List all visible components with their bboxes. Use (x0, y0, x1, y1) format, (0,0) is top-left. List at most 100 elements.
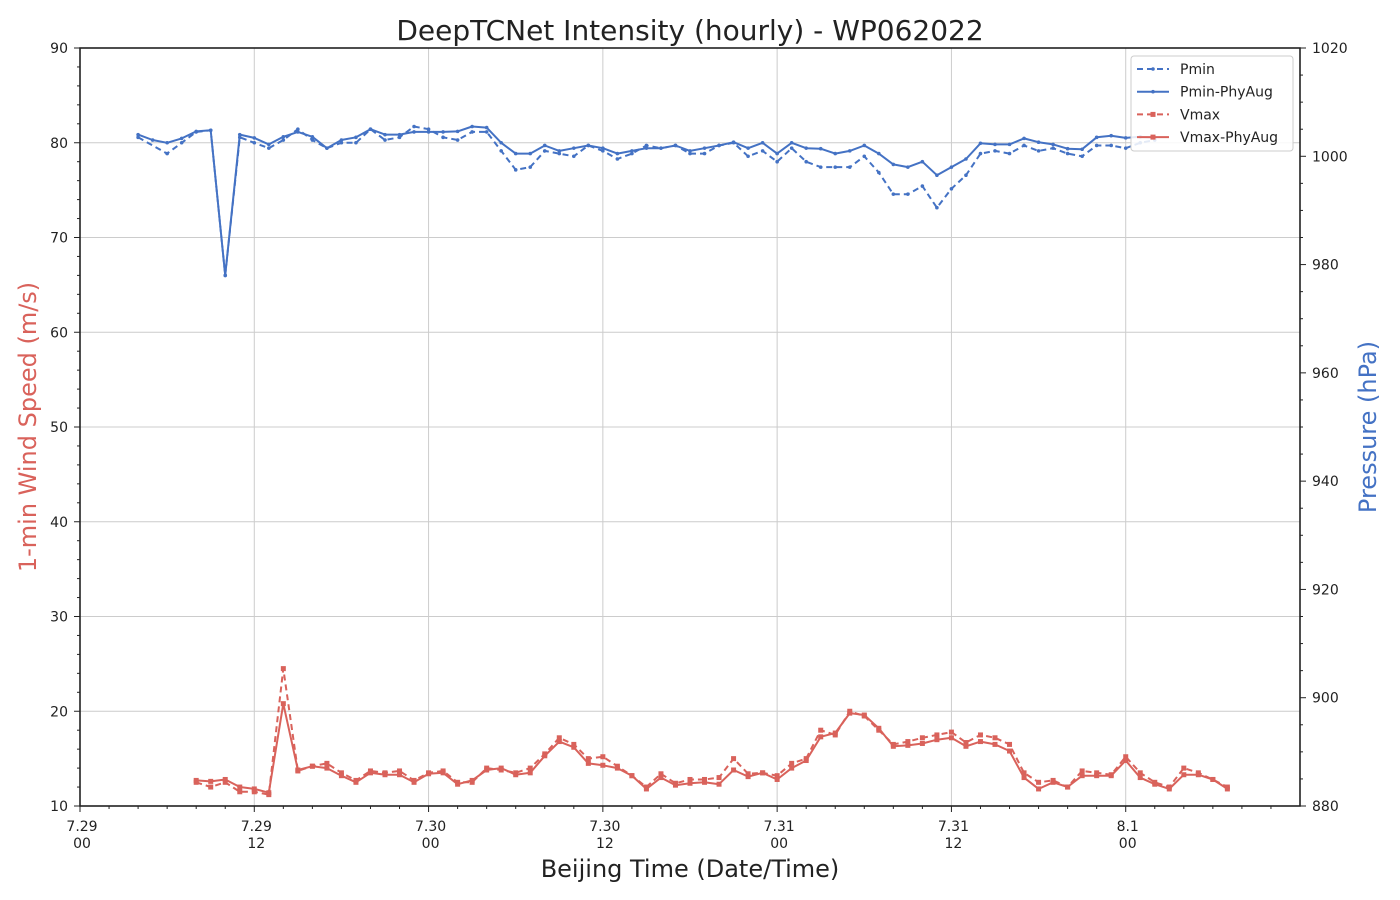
x-tick-label-date: 7.30 (415, 819, 446, 835)
data-point-vmax-phyaug (440, 770, 446, 776)
data-point-pmin-phyaug (252, 136, 257, 140)
data-point-pmin (310, 138, 315, 142)
data-point-vmax (818, 727, 824, 733)
data-point-pmin (964, 173, 968, 178)
data-point-vmax (1094, 770, 1100, 776)
data-point-pmin-phyaug (296, 130, 300, 134)
data-point-pmin (136, 135, 140, 140)
data-point-vmax-phyaug (934, 737, 940, 743)
data-point-vmax-phyaug (1137, 775, 1143, 781)
data-point-vmax-phyaug (789, 765, 795, 771)
data-point-vmax-phyaug (1007, 748, 1013, 754)
data-point-vmax (774, 773, 780, 779)
data-point-pmin-phyaug (891, 162, 896, 167)
data-point-vmax-phyaug (295, 767, 301, 773)
y-left-tick-label: 80 (50, 136, 68, 152)
data-point-vmax-phyaug (643, 786, 649, 792)
data-point-pmin-phyaug (441, 130, 445, 134)
data-point-pmin-phyaug (1036, 140, 1041, 145)
data-point-pmin (557, 151, 562, 156)
data-point-pmin (179, 140, 184, 145)
data-point-pmin (397, 135, 402, 140)
data-point-vmax (585, 756, 591, 762)
data-point-vmax-phyaug (353, 779, 359, 785)
legend-label-vmax: Vmax (1180, 107, 1220, 123)
data-point-pmin (267, 146, 271, 150)
data-point-vmax-phyaug (774, 776, 780, 782)
data-point-vmax (600, 754, 606, 760)
data-point-pmin-phyaug (847, 149, 852, 153)
data-point-vmax-phyaug (1152, 781, 1158, 787)
data-point-vmax-phyaug (992, 741, 998, 747)
x-tick-label-date: 7.29 (241, 819, 272, 835)
series-vmax-phyaug (193, 701, 1230, 796)
data-point-pmin (1036, 149, 1041, 153)
y-right-tick-label: 920 (1312, 582, 1339, 598)
legend-marker-vmax-phyaug (1150, 134, 1156, 140)
data-point-vmax-phyaug (1166, 786, 1172, 792)
data-point-pmin (644, 143, 649, 148)
data-point-pmin (1007, 151, 1012, 156)
data-point-pmin (339, 140, 344, 145)
data-point-vmax (324, 760, 330, 766)
data-point-vmax-phyaug (324, 765, 330, 771)
x-tick-label-hour: 00 (422, 836, 440, 852)
y-left-tick-label: 30 (50, 610, 68, 626)
data-point-pmin (383, 138, 387, 142)
legend-box (1130, 55, 1294, 152)
data-point-vmax-phyaug (1065, 784, 1071, 790)
data-point-vmax-phyaug (731, 767, 737, 773)
data-point-vmax-phyaug (208, 778, 214, 784)
data-point-vmax-phyaug (600, 762, 606, 768)
data-point-pmin-phyaug (310, 134, 315, 139)
data-point-vmax (397, 768, 403, 774)
data-point-vmax-phyaug (818, 734, 824, 740)
data-point-vmax (251, 789, 257, 795)
data-point-pmin-phyaug (1007, 142, 1012, 147)
data-point-vmax-phyaug (890, 743, 896, 749)
data-point-pmin (891, 192, 896, 196)
data-point-pmin-phyaug (877, 151, 881, 156)
data-point-pmin-phyaug (601, 146, 605, 150)
y-left-tick-label: 10 (50, 799, 68, 815)
data-point-pmin (426, 127, 431, 132)
data-point-vmax (963, 740, 969, 746)
data-point-pmin-phyaug (223, 273, 228, 278)
data-point-pmin-phyaug (484, 125, 489, 130)
data-point-pmin-phyaug (746, 146, 750, 150)
y-right-tick-label: 980 (1312, 258, 1339, 274)
data-point-vmax-phyaug (382, 772, 388, 778)
data-point-pmin-phyaug (993, 142, 997, 147)
data-point-pmin (499, 149, 503, 153)
data-point-pmin (630, 151, 634, 156)
data-point-pmin-phyaug (426, 130, 431, 134)
data-point-pmin-phyaug (470, 124, 474, 129)
data-point-vmax-phyaug (832, 730, 838, 736)
data-point-vmax (789, 760, 795, 766)
data-point-vmax-phyaug (977, 739, 983, 745)
data-point-pmin-phyaug (862, 143, 867, 148)
data-point-vmax (934, 732, 940, 738)
data-point-pmin-phyaug (528, 151, 533, 156)
data-point-vmax (687, 776, 693, 782)
data-point-pmin-phyaug (208, 128, 213, 133)
y-right-tick-label: 940 (1312, 474, 1339, 490)
x-tick-label-date: 7.30 (589, 819, 620, 835)
data-point-pmin (513, 168, 518, 172)
data-point-vmax-phyaug (513, 772, 519, 778)
x-tick-label-date: 7.29 (66, 819, 97, 835)
x-tick-label-hour: 00 (770, 836, 788, 852)
data-point-pmin (441, 135, 445, 140)
y-right-tick-label: 900 (1312, 691, 1339, 707)
legend-marker-pmin-phyaug (1151, 89, 1155, 94)
data-point-vmax-phyaug (745, 774, 751, 780)
data-point-pmin-phyaug (717, 143, 721, 148)
data-point-vmax-phyaug (556, 739, 562, 745)
data-point-pmin (542, 149, 547, 153)
y-axis-label-right: Pressure (hPa) (1354, 341, 1382, 513)
x-tick-label-date: 8.1 (1117, 819, 1139, 835)
data-point-pmin-phyaug (499, 140, 503, 145)
data-point-pmin-phyaug (136, 132, 140, 137)
data-point-pmin (1080, 154, 1084, 159)
data-point-pmin-phyaug (615, 151, 620, 156)
